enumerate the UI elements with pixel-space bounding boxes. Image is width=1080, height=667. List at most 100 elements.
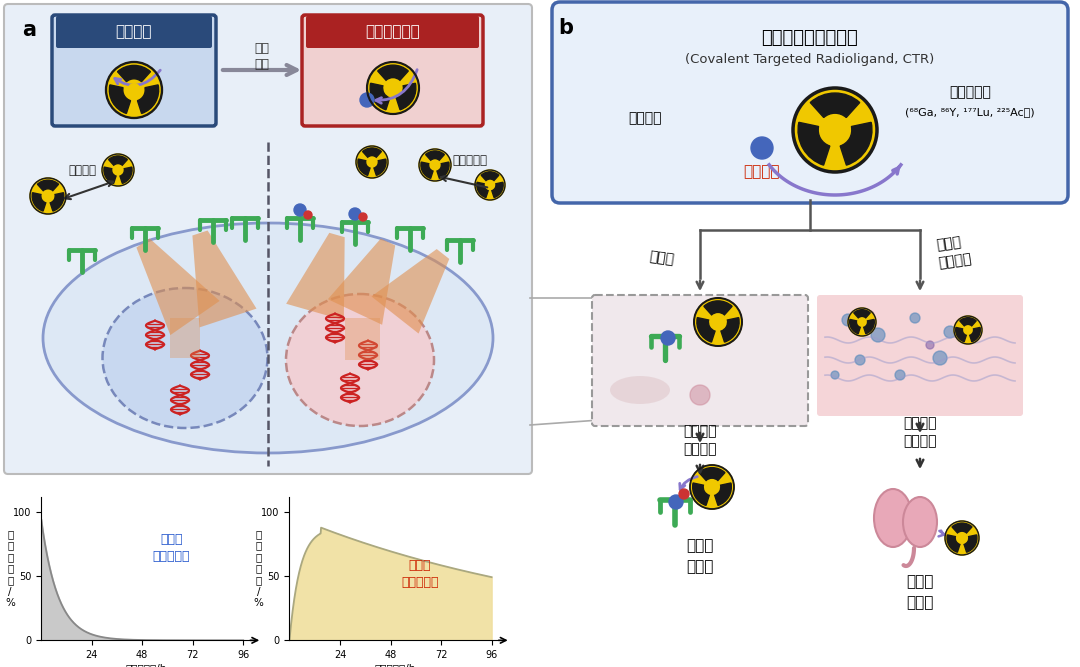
Text: 肿瘤处: 肿瘤处 (648, 249, 675, 267)
Circle shape (661, 331, 675, 345)
Text: 共价弹头: 共价弹头 (744, 165, 780, 179)
Polygon shape (192, 231, 256, 327)
Circle shape (303, 211, 312, 219)
Text: (Covalent Targeted Radioligand, CTR): (Covalent Targeted Radioligand, CTR) (686, 53, 934, 67)
Polygon shape (286, 233, 345, 320)
Text: 极少或无
共价连接: 极少或无 共价连接 (903, 416, 936, 448)
Wedge shape (956, 327, 967, 342)
Wedge shape (51, 193, 64, 211)
Wedge shape (370, 83, 390, 110)
Wedge shape (374, 159, 386, 175)
Circle shape (866, 311, 874, 319)
Text: 传统放药: 传统放药 (116, 25, 152, 39)
Y-axis label: 肿
瘤
摄
取
值
/
%: 肿 瘤 摄 取 值 / % (5, 529, 15, 608)
Circle shape (910, 313, 920, 323)
Circle shape (30, 178, 66, 214)
Wedge shape (810, 93, 860, 117)
Wedge shape (854, 309, 870, 318)
FancyBboxPatch shape (56, 16, 212, 48)
X-axis label: 注射后时间/h: 注射后时间/h (374, 663, 416, 667)
Bar (345, 318, 380, 360)
Circle shape (944, 326, 956, 338)
Text: 可逆作用: 可逆作用 (68, 163, 96, 177)
Text: 血液或
正常器官: 血液或 正常器官 (935, 234, 972, 270)
Wedge shape (947, 535, 960, 552)
Circle shape (751, 137, 773, 159)
Circle shape (102, 154, 134, 186)
Polygon shape (136, 238, 219, 335)
Text: 共价
改造: 共价 改造 (255, 41, 270, 71)
FancyBboxPatch shape (816, 295, 1023, 416)
Circle shape (487, 181, 494, 188)
Circle shape (367, 62, 419, 114)
Wedge shape (32, 193, 45, 211)
Wedge shape (109, 85, 131, 113)
Wedge shape (840, 122, 872, 165)
Circle shape (114, 167, 122, 173)
Wedge shape (491, 182, 503, 197)
Ellipse shape (874, 489, 912, 547)
Wedge shape (704, 301, 732, 315)
Circle shape (793, 88, 877, 172)
FancyBboxPatch shape (302, 15, 483, 126)
Circle shape (870, 328, 885, 342)
FancyBboxPatch shape (52, 15, 216, 126)
Wedge shape (951, 523, 972, 533)
Text: 靶向共价放药: 靶向共价放药 (366, 25, 420, 39)
Wedge shape (715, 483, 731, 506)
Circle shape (945, 521, 978, 555)
Text: 靶向共价放射性药物: 靶向共价放射性药物 (761, 29, 859, 47)
Wedge shape (960, 317, 976, 326)
Circle shape (669, 495, 683, 509)
Wedge shape (699, 468, 725, 480)
Wedge shape (137, 85, 159, 113)
Text: 快清除
低毒性: 快清除 低毒性 (906, 574, 934, 610)
Wedge shape (426, 151, 445, 160)
Text: 高摄取
长滞留: 高摄取 长滞留 (686, 538, 714, 574)
Wedge shape (437, 162, 449, 178)
Circle shape (713, 317, 724, 327)
Ellipse shape (903, 497, 937, 547)
Circle shape (707, 482, 717, 492)
Circle shape (432, 161, 438, 169)
Wedge shape (38, 180, 58, 191)
Wedge shape (118, 65, 150, 81)
Text: 不可逆作用: 不可逆作用 (453, 153, 487, 167)
Wedge shape (970, 327, 981, 342)
Text: b: b (558, 18, 573, 38)
Wedge shape (798, 122, 829, 165)
Wedge shape (104, 167, 116, 183)
Circle shape (679, 489, 689, 499)
Wedge shape (357, 159, 370, 175)
Wedge shape (421, 162, 433, 178)
X-axis label: 注射后时间/h: 注射后时间/h (125, 663, 167, 667)
Circle shape (368, 159, 376, 165)
Ellipse shape (610, 376, 670, 404)
Circle shape (44, 192, 52, 200)
Polygon shape (372, 249, 449, 334)
Wedge shape (864, 319, 875, 334)
Circle shape (958, 534, 966, 542)
Circle shape (831, 371, 839, 379)
Bar (170, 318, 200, 358)
Wedge shape (721, 317, 739, 342)
Wedge shape (850, 319, 861, 334)
Wedge shape (396, 83, 416, 110)
FancyBboxPatch shape (552, 2, 1068, 203)
Circle shape (388, 82, 399, 94)
Bar (58, 18, 210, 46)
Circle shape (842, 314, 854, 326)
Wedge shape (120, 167, 132, 183)
Wedge shape (363, 148, 381, 157)
Text: a: a (22, 20, 36, 40)
Circle shape (848, 308, 876, 336)
Text: 滞留长
有效剂量高: 滞留长 有效剂量高 (402, 559, 438, 589)
Wedge shape (109, 156, 127, 165)
Circle shape (106, 62, 162, 118)
Circle shape (895, 370, 905, 380)
Polygon shape (328, 239, 395, 325)
Circle shape (360, 93, 374, 107)
Wedge shape (964, 535, 977, 552)
Circle shape (690, 385, 710, 405)
Ellipse shape (103, 288, 268, 428)
